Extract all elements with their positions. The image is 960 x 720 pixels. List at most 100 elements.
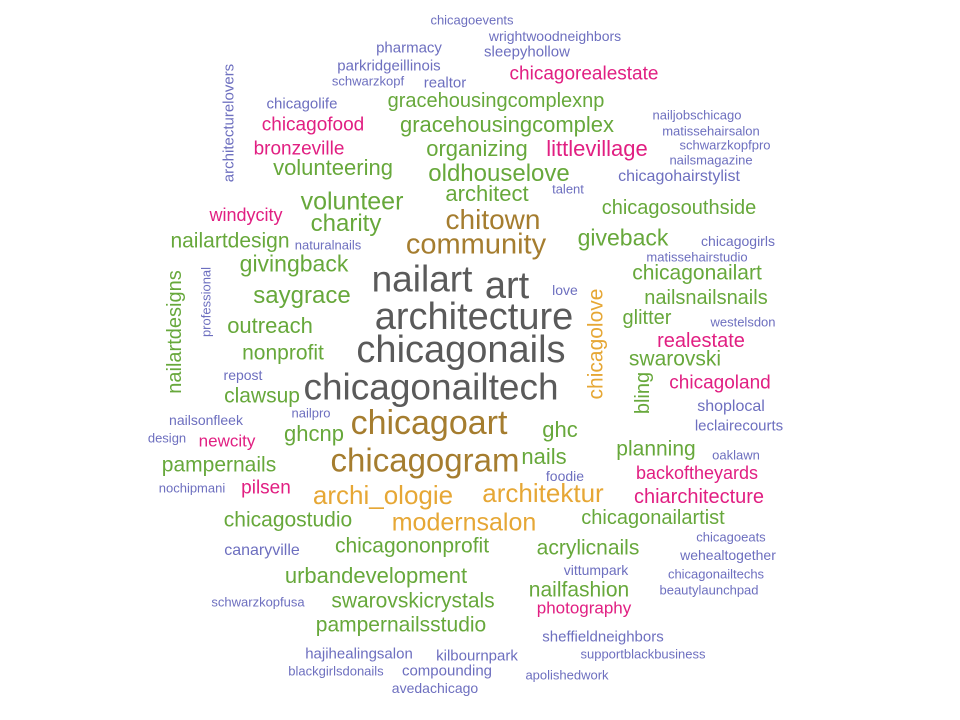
cloud-word: nailjobschicago bbox=[652, 107, 742, 123]
cloud-word: love bbox=[552, 282, 578, 298]
cloud-word: clawsup bbox=[224, 384, 300, 408]
cloud-word: chicagoevents bbox=[430, 12, 514, 28]
cloud-word: westelsdon bbox=[710, 314, 776, 330]
cloud-word: chicagoland bbox=[669, 372, 771, 394]
cloud-word: bronzeville bbox=[253, 138, 345, 160]
cloud-word: bling bbox=[632, 371, 654, 415]
cloud-word: wehealtogether bbox=[680, 547, 776, 563]
cloud-word: modernsalon bbox=[391, 508, 537, 537]
cloud-word: schwarzkopfpro bbox=[679, 137, 771, 153]
cloud-word: chicagonailart bbox=[632, 261, 762, 285]
cloud-word: nochipmani bbox=[158, 480, 226, 496]
cloud-word: glitter bbox=[622, 307, 672, 329]
cloud-word: art bbox=[484, 265, 530, 307]
cloud-word: charity bbox=[310, 210, 382, 237]
cloud-word: archi_ologie bbox=[312, 480, 454, 510]
cloud-word: newcity bbox=[198, 431, 256, 451]
cloud-word: nailsnailsnails bbox=[644, 287, 768, 309]
cloud-word: supportblackbusiness bbox=[580, 646, 706, 662]
cloud-word: nails bbox=[521, 444, 567, 469]
cloud-word: pharmacy bbox=[376, 39, 442, 57]
cloud-word: pampernailsstudio bbox=[315, 613, 487, 637]
cloud-word: pampernails bbox=[161, 453, 277, 477]
cloud-word: chicagogirls bbox=[701, 233, 775, 249]
cloud-word: chicagolife bbox=[266, 95, 338, 113]
cloud-word: professional bbox=[198, 266, 214, 338]
cloud-word: talent bbox=[552, 181, 584, 197]
cloud-word: urbandevelopment bbox=[284, 563, 468, 588]
cloud-word: littlevillage bbox=[546, 136, 648, 161]
cloud-word: architektur bbox=[482, 478, 604, 508]
cloud-word: vittumpark bbox=[563, 562, 629, 578]
cloud-word: nailpro bbox=[291, 405, 331, 421]
cloud-word: design bbox=[147, 430, 187, 446]
cloud-word: backoftheyards bbox=[635, 463, 759, 483]
cloud-word: photography bbox=[536, 598, 632, 618]
cloud-word: swarovski bbox=[628, 347, 722, 371]
cloud-word: matissehairsalon bbox=[662, 123, 760, 139]
cloud-word: volunteering bbox=[273, 155, 393, 180]
cloud-word: beautylaunchpad bbox=[659, 582, 759, 598]
cloud-word: repost bbox=[223, 367, 263, 383]
cloud-word: ghcnp bbox=[284, 421, 344, 446]
cloud-word: chiarchitecture bbox=[633, 486, 765, 508]
cloud-word: community bbox=[405, 228, 547, 261]
cloud-word: chicagolove bbox=[584, 288, 608, 400]
cloud-word: architect bbox=[445, 181, 529, 206]
cloud-word: planning bbox=[616, 437, 696, 461]
cloud-word: nailsonfleek bbox=[169, 412, 243, 428]
cloud-word: chicagonailartist bbox=[581, 507, 725, 529]
cloud-word: windycity bbox=[209, 205, 283, 225]
cloud-word: canaryville bbox=[224, 542, 300, 559]
cloud-word: nailfashion bbox=[528, 578, 630, 602]
cloud-word: chicagoart bbox=[350, 404, 508, 442]
cloud-word: chicagononprofit bbox=[334, 534, 490, 558]
cloud-word: realtor bbox=[423, 74, 467, 92]
cloud-word: outreach bbox=[227, 313, 313, 338]
cloud-word: sheffieldneighbors bbox=[542, 628, 664, 646]
cloud-word: chicagonailtechs bbox=[667, 566, 765, 582]
cloud-word: shoplocal bbox=[697, 398, 765, 415]
cloud-word: schwarzkopf bbox=[331, 73, 405, 89]
cloud-word: apolishedwork bbox=[525, 667, 609, 683]
cloud-word: gracehousingcomplexnp bbox=[387, 90, 605, 112]
cloud-word: organizing bbox=[426, 136, 528, 161]
cloud-word: chitown bbox=[445, 204, 541, 235]
cloud-word: giveback bbox=[577, 224, 669, 251]
cloud-word: schwarzkopfusa bbox=[211, 594, 305, 610]
cloud-word: saygrace bbox=[253, 282, 351, 309]
cloud-word: nailartdesign bbox=[170, 229, 290, 253]
cloud-word: leclairecourts bbox=[694, 417, 784, 435]
cloud-word: architecturelovers bbox=[220, 63, 238, 183]
cloud-word: chicagonailtech bbox=[303, 366, 559, 408]
cloud-word: avedachicago bbox=[391, 680, 479, 696]
cloud-word: chicagonails bbox=[356, 329, 566, 371]
cloud-word: realestate bbox=[657, 330, 745, 352]
cloud-word: volunteer bbox=[300, 187, 404, 216]
cloud-word: nonprofit bbox=[242, 341, 324, 365]
cloud-word: chicagoeats bbox=[696, 529, 766, 545]
cloud-word: oldhouselove bbox=[428, 160, 570, 187]
cloud-word: gracehousingcomplex bbox=[399, 112, 615, 137]
cloud-word: nailart bbox=[371, 258, 473, 300]
cloud-word: sleepyhollow bbox=[484, 43, 570, 61]
cloud-word: swarovskicrystals bbox=[331, 589, 495, 613]
cloud-word: acrylicnails bbox=[536, 536, 640, 560]
cloud-word: kilbournpark bbox=[436, 647, 518, 665]
cloud-word: ghc bbox=[542, 417, 578, 442]
cloud-word: naturalnails bbox=[294, 237, 362, 253]
cloud-word: foodie bbox=[545, 468, 585, 484]
cloud-word: parkridgeillinois bbox=[337, 57, 441, 75]
cloud-word: chicagofood bbox=[261, 114, 365, 136]
cloud-word: oaklawn bbox=[712, 447, 760, 463]
cloud-word: pilsen bbox=[241, 477, 291, 499]
cloud-word: nailsmagazine bbox=[669, 152, 753, 168]
cloud-word: chicagohairstylist bbox=[618, 168, 740, 185]
cloud-word: chicagosouthside bbox=[601, 197, 757, 219]
cloud-word: chicagostudio bbox=[223, 508, 353, 532]
cloud-word: architecture bbox=[374, 296, 574, 338]
cloud-word: nailartdesigns bbox=[164, 270, 186, 394]
cloud-word: hajihealingsalon bbox=[305, 645, 413, 663]
cloud-word: wrightwoodneighbors bbox=[488, 28, 622, 44]
